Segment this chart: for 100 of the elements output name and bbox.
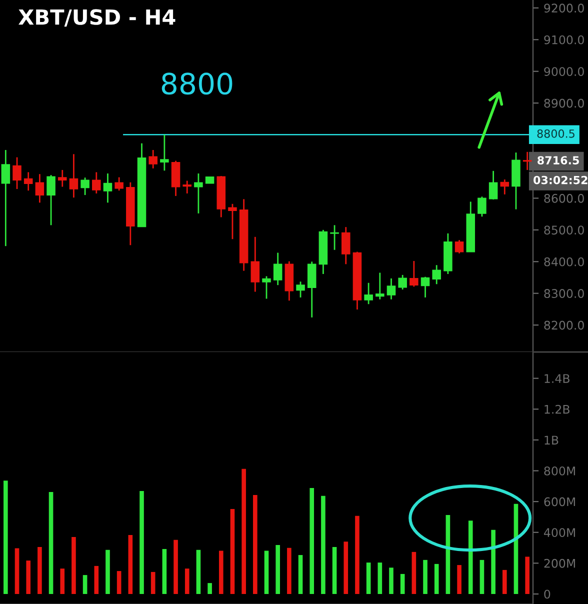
candlestick <box>454 239 464 254</box>
bar <box>491 530 496 594</box>
candlestick <box>160 134 169 172</box>
bar <box>457 565 462 594</box>
candlestick <box>69 153 78 198</box>
candlestick <box>500 178 510 196</box>
bar <box>253 494 258 594</box>
y-tick-label: 1.2B <box>544 404 570 414</box>
bar <box>287 548 292 594</box>
candlestick <box>273 252 282 286</box>
candlestick <box>148 149 158 170</box>
bar <box>332 547 337 594</box>
candlestick <box>330 224 339 251</box>
bar <box>412 552 416 594</box>
text: 03:02:52 <box>534 176 588 184</box>
candlestick <box>522 151 532 171</box>
bar <box>310 488 314 594</box>
bar <box>230 508 235 594</box>
y-tick-label: 8500.0 <box>544 226 584 235</box>
text: 8716.5 <box>538 156 579 164</box>
y-tick-label: 400M <box>544 528 575 538</box>
y-tick-label: 9200.0 <box>544 4 584 13</box>
bar <box>276 545 280 594</box>
y-tick-label: 8600.0 <box>544 194 584 203</box>
bar <box>423 560 428 594</box>
candlestick <box>410 260 418 288</box>
bar <box>162 549 167 594</box>
y-tick-label: 8300.0 <box>544 289 584 298</box>
candlestick <box>58 169 67 188</box>
bar <box>480 560 484 594</box>
bar <box>82 575 88 594</box>
bar <box>60 568 65 594</box>
y-tick-label: 0 <box>544 590 550 599</box>
bar <box>140 490 144 594</box>
candlestick <box>376 272 384 300</box>
candlestick <box>488 170 498 200</box>
candlestick <box>228 203 237 240</box>
bar <box>502 570 507 594</box>
candlestick <box>12 156 22 190</box>
bar <box>344 542 348 594</box>
candlestick <box>262 276 271 300</box>
bar <box>434 564 439 594</box>
bar <box>208 583 212 594</box>
bar <box>389 568 394 594</box>
y-tick-label: 1B <box>544 436 558 444</box>
bar <box>38 547 42 594</box>
candlestick <box>80 176 90 196</box>
candlestick <box>1 149 10 247</box>
y-tick-label: 800M <box>544 466 575 476</box>
candlestick <box>182 180 192 194</box>
bar <box>128 534 133 594</box>
bar <box>106 550 110 594</box>
bar <box>355 516 360 594</box>
bar <box>264 550 269 594</box>
bar <box>174 540 178 594</box>
y-tick-label: 1.4B <box>544 374 570 383</box>
bar <box>525 556 530 594</box>
candlestick <box>250 236 260 292</box>
bar <box>378 562 382 594</box>
bar <box>94 566 99 594</box>
annotation: 8800 <box>162 72 232 95</box>
bar <box>14 548 20 594</box>
bar <box>116 571 122 594</box>
candlestick <box>341 226 350 265</box>
candlestick <box>35 173 44 204</box>
chart-title: XBT/USD - H4 <box>18 9 176 27</box>
bar <box>468 520 473 594</box>
bar <box>242 468 246 594</box>
bar <box>196 550 201 594</box>
bar <box>366 562 371 594</box>
bar <box>298 555 303 594</box>
candlestick <box>386 278 396 300</box>
candlestick <box>92 172 101 194</box>
candlestick <box>420 276 430 298</box>
candlestick <box>46 174 56 226</box>
ref-line-label: 8800.5 <box>537 129 574 138</box>
y-tick-label: 9000.0 <box>544 67 584 76</box>
candlestick <box>194 172 203 214</box>
bar <box>400 574 405 594</box>
candlestick <box>398 274 407 290</box>
bar <box>26 560 31 594</box>
bar <box>48 492 54 594</box>
y-tick-label: 600M <box>544 497 575 506</box>
y-tick-label: 8200.0 <box>544 320 584 330</box>
y-tick-label: 8900.0 <box>544 98 584 108</box>
bar <box>72 536 76 594</box>
candlestick <box>296 280 305 298</box>
bar <box>4 480 8 594</box>
candlestick <box>478 196 486 218</box>
candlestick <box>364 282 373 305</box>
candlestick <box>307 260 316 318</box>
candlestick <box>114 176 124 192</box>
candlestick <box>432 264 441 285</box>
bar <box>218 550 224 594</box>
y-tick-label: 8400.0 <box>544 257 584 266</box>
bar <box>321 496 326 594</box>
candlestick <box>24 172 33 192</box>
candlestick <box>103 172 112 204</box>
y-tick-label: 200M <box>544 558 575 568</box>
y-tick-label: 9100.0 <box>544 35 584 44</box>
